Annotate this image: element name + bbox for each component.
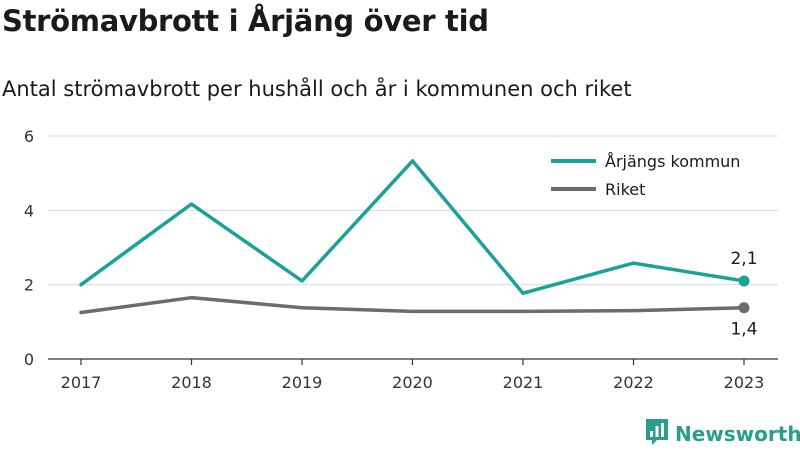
x-tick-label: 2023 [724,373,765,392]
legend-label: Årjängs kommun [605,152,740,171]
series-line [79,159,746,295]
chart-title: Strömavbrott i Årjäng över tid [2,4,489,38]
series-line [79,295,746,315]
x-tick-label: 2020 [392,373,433,392]
chart-subtitle: Antal strömavbrott per hushåll och år i … [2,77,632,101]
y-tick-label: 0 [24,350,34,369]
x-tick-label: 2022 [613,373,654,392]
x-tick-label: 2021 [503,373,544,392]
legend-label: Riket [605,180,645,199]
x-tick-label: 2019 [282,373,323,392]
newsworthy-logo-icon [645,418,669,450]
y-tick-label: 6 [24,127,34,146]
newsworthy-logo: Newsworthy [645,418,800,450]
y-tick-label: 4 [24,201,34,220]
data-label: 1,4 [730,320,757,340]
brand-name: Newsworthy [675,422,800,446]
y-tick-label: 2 [24,276,34,295]
x-tick-label: 2017 [61,373,102,392]
data-label: 2,1 [730,249,757,269]
x-tick-label: 2018 [171,373,212,392]
end-point-marker [738,302,750,314]
end-point-marker [738,275,750,287]
